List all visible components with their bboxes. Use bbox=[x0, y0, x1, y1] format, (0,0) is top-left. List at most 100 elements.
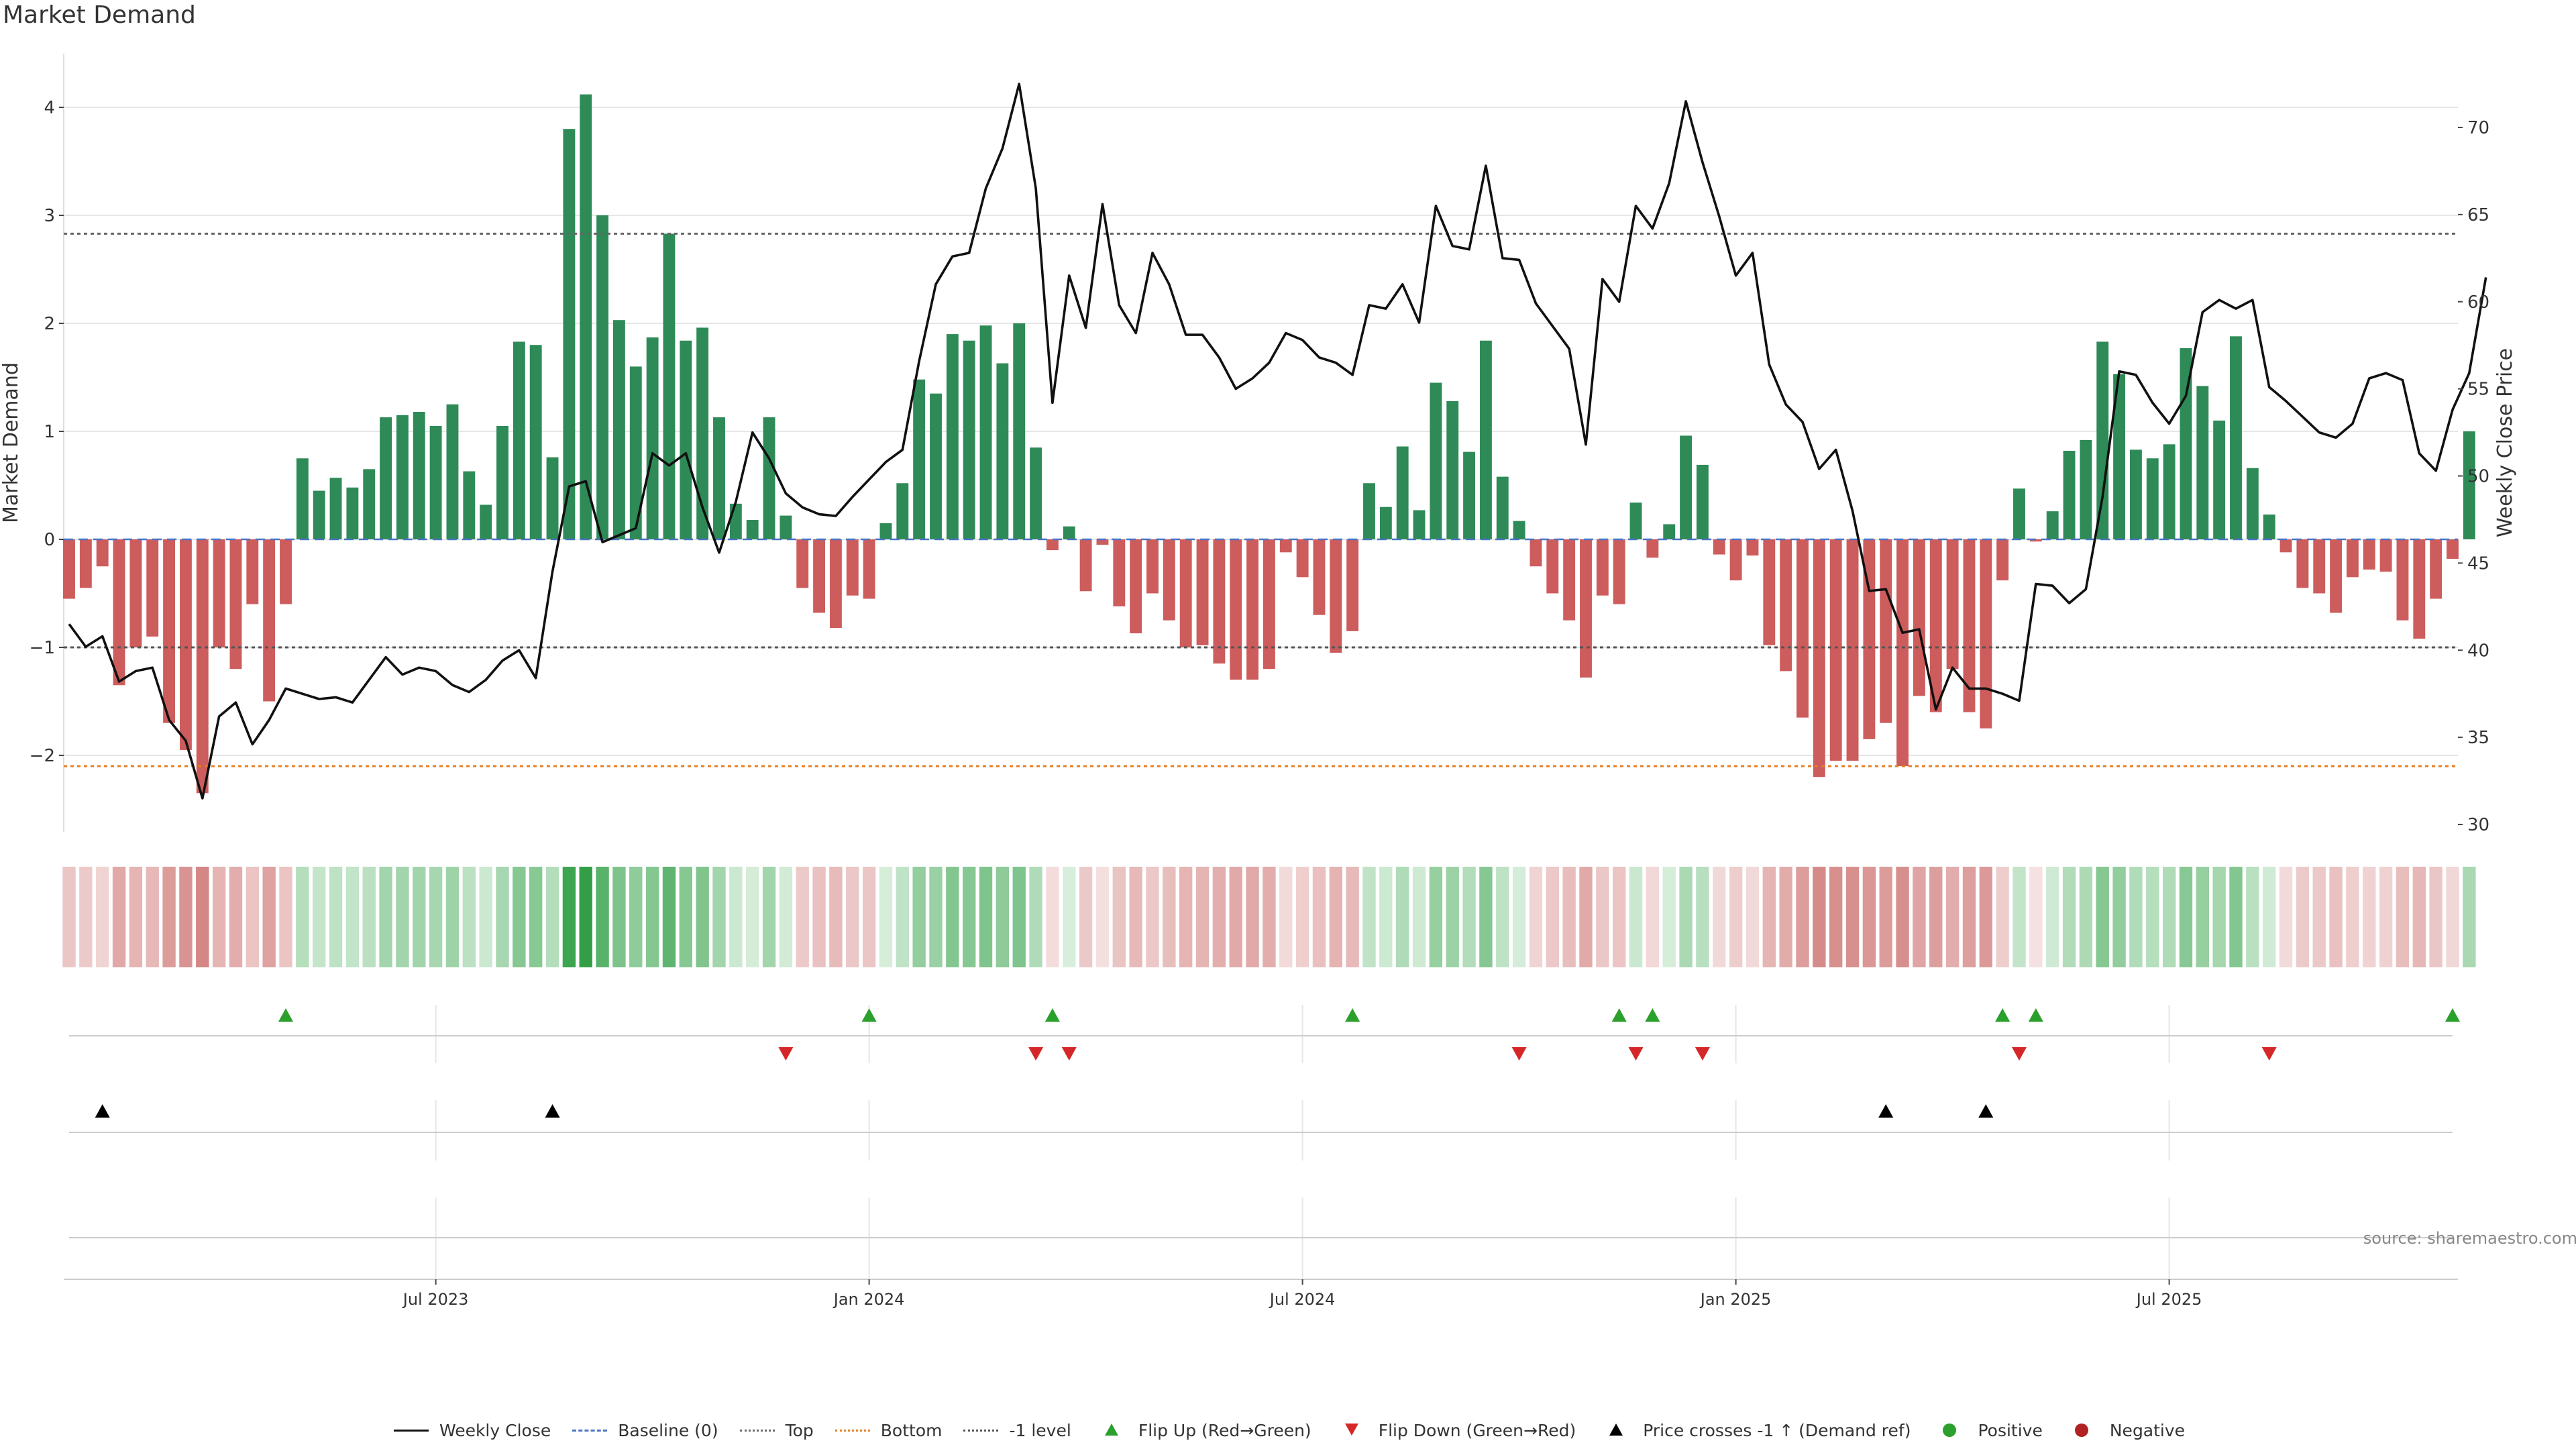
demand-bar bbox=[1113, 539, 1126, 606]
demand-bar bbox=[746, 520, 759, 539]
x-tick-label: Jul 2023 bbox=[402, 1290, 469, 1309]
heat-cell bbox=[1613, 867, 1626, 967]
heat-cell bbox=[2229, 867, 2243, 967]
legend-label: Positive bbox=[1978, 1420, 2043, 1440]
demand-bar bbox=[713, 417, 725, 539]
heat-cell bbox=[296, 867, 309, 967]
heat-cell bbox=[812, 867, 826, 967]
demand-bar bbox=[1163, 539, 1175, 621]
y-tick-label: −2 bbox=[30, 746, 55, 766]
legend-line-icon bbox=[737, 1422, 777, 1438]
heat-cell bbox=[1896, 867, 1909, 967]
heat-cell bbox=[1179, 867, 1193, 967]
heat-cell bbox=[1312, 867, 1326, 967]
heat-cell bbox=[1462, 867, 1476, 967]
price-cross-marker bbox=[1978, 1104, 1994, 1118]
demand-bar bbox=[2413, 539, 2426, 639]
demand-bar bbox=[879, 523, 892, 539]
legend-label: Negative bbox=[2109, 1420, 2186, 1440]
demand-bar bbox=[329, 478, 342, 539]
demand-bar bbox=[1130, 539, 1142, 634]
heat-cell bbox=[2129, 867, 2143, 967]
heat-cell bbox=[112, 867, 126, 967]
demand-bar bbox=[413, 412, 425, 539]
demand-bar bbox=[913, 379, 926, 539]
legend-item: Top bbox=[737, 1421, 814, 1440]
legend-item: Price crosses -1 ↑ (Demand ref) bbox=[1595, 1421, 1911, 1440]
demand-bar bbox=[1479, 340, 1492, 539]
demand-bar bbox=[96, 539, 109, 567]
heat-cell bbox=[1762, 867, 1776, 967]
heat-cell bbox=[1813, 867, 1826, 967]
demand-bar bbox=[596, 215, 609, 539]
demand-bar bbox=[2180, 348, 2192, 539]
demand-bar bbox=[580, 94, 592, 539]
demand-bar bbox=[2129, 449, 2142, 539]
heat-cell bbox=[2162, 867, 2176, 967]
demand-bar bbox=[2096, 341, 2109, 539]
demand-bar bbox=[1330, 539, 1342, 653]
heat-cell bbox=[1512, 867, 1526, 967]
demand-bar bbox=[429, 425, 442, 539]
heat-cell bbox=[1029, 867, 1042, 967]
y2-tick-label: 70 bbox=[2467, 118, 2489, 138]
heat-cell bbox=[1829, 867, 1843, 967]
legend-line-icon bbox=[833, 1422, 873, 1438]
demand-bar bbox=[2430, 539, 2443, 599]
legend-label: Weekly Close bbox=[439, 1420, 551, 1440]
heat-cell bbox=[746, 867, 759, 967]
demand-bar bbox=[1413, 510, 1426, 539]
heat-cell bbox=[196, 867, 209, 967]
heat-cell bbox=[2396, 867, 2410, 967]
heat-cell bbox=[1845, 867, 1860, 967]
heat-cell bbox=[1263, 867, 1276, 967]
x-tick-label: Jul 2024 bbox=[1269, 1290, 1336, 1309]
heat-cell bbox=[279, 867, 292, 967]
heat-cell bbox=[1979, 867, 1992, 967]
heat-cell bbox=[2146, 867, 2159, 967]
legend-line-icon bbox=[391, 1422, 431, 1438]
demand-bar bbox=[2263, 514, 2275, 539]
demand-bar bbox=[79, 539, 92, 588]
heat-cell bbox=[1479, 867, 1493, 967]
demand-bar bbox=[1296, 539, 1309, 578]
demand-bar bbox=[213, 539, 225, 647]
legend-item: -1 level bbox=[961, 1421, 1071, 1440]
demand-bar bbox=[646, 337, 659, 539]
y2-tick-label: 35 bbox=[2467, 728, 2489, 748]
demand-bar bbox=[1596, 539, 1609, 596]
demand-bar bbox=[1179, 539, 1192, 647]
demand-bar bbox=[1996, 539, 2009, 581]
demand-bar bbox=[280, 539, 292, 604]
x-tick-label: Jan 2025 bbox=[1699, 1290, 1772, 1309]
demand-bar bbox=[263, 539, 276, 702]
heat-cell bbox=[2346, 867, 2359, 967]
y2-tick-label: 40 bbox=[2467, 641, 2489, 661]
heat-cell bbox=[2379, 867, 2393, 967]
demand-bar bbox=[146, 539, 159, 637]
heat-cell bbox=[462, 867, 476, 967]
heat-cell bbox=[129, 867, 143, 967]
heat-cell bbox=[679, 867, 692, 967]
demand-bar bbox=[1580, 539, 1592, 678]
heat-cell bbox=[429, 867, 443, 967]
demand-bar bbox=[729, 503, 742, 539]
legend-item: Flip Down (Green→Red) bbox=[1330, 1421, 1576, 1440]
heat-cell bbox=[345, 867, 360, 967]
heat-cell bbox=[362, 867, 376, 967]
demand-bar bbox=[346, 487, 359, 539]
flip-up-marker bbox=[861, 1008, 877, 1022]
heat-cell bbox=[1496, 867, 1509, 967]
heat-cell bbox=[879, 867, 893, 967]
heat-cell bbox=[912, 867, 926, 967]
demand-bar bbox=[1846, 539, 1859, 761]
demand-bar bbox=[1196, 539, 1209, 645]
demand-bar bbox=[1963, 539, 1976, 712]
y-tick-label: 4 bbox=[44, 98, 55, 118]
page-title: Market Demand bbox=[3, 1, 196, 29]
demand-bar bbox=[1496, 476, 1509, 539]
dot-icon bbox=[2061, 1422, 2102, 1438]
y-tick-label: −1 bbox=[30, 638, 55, 658]
demand-bar bbox=[1379, 506, 1392, 539]
